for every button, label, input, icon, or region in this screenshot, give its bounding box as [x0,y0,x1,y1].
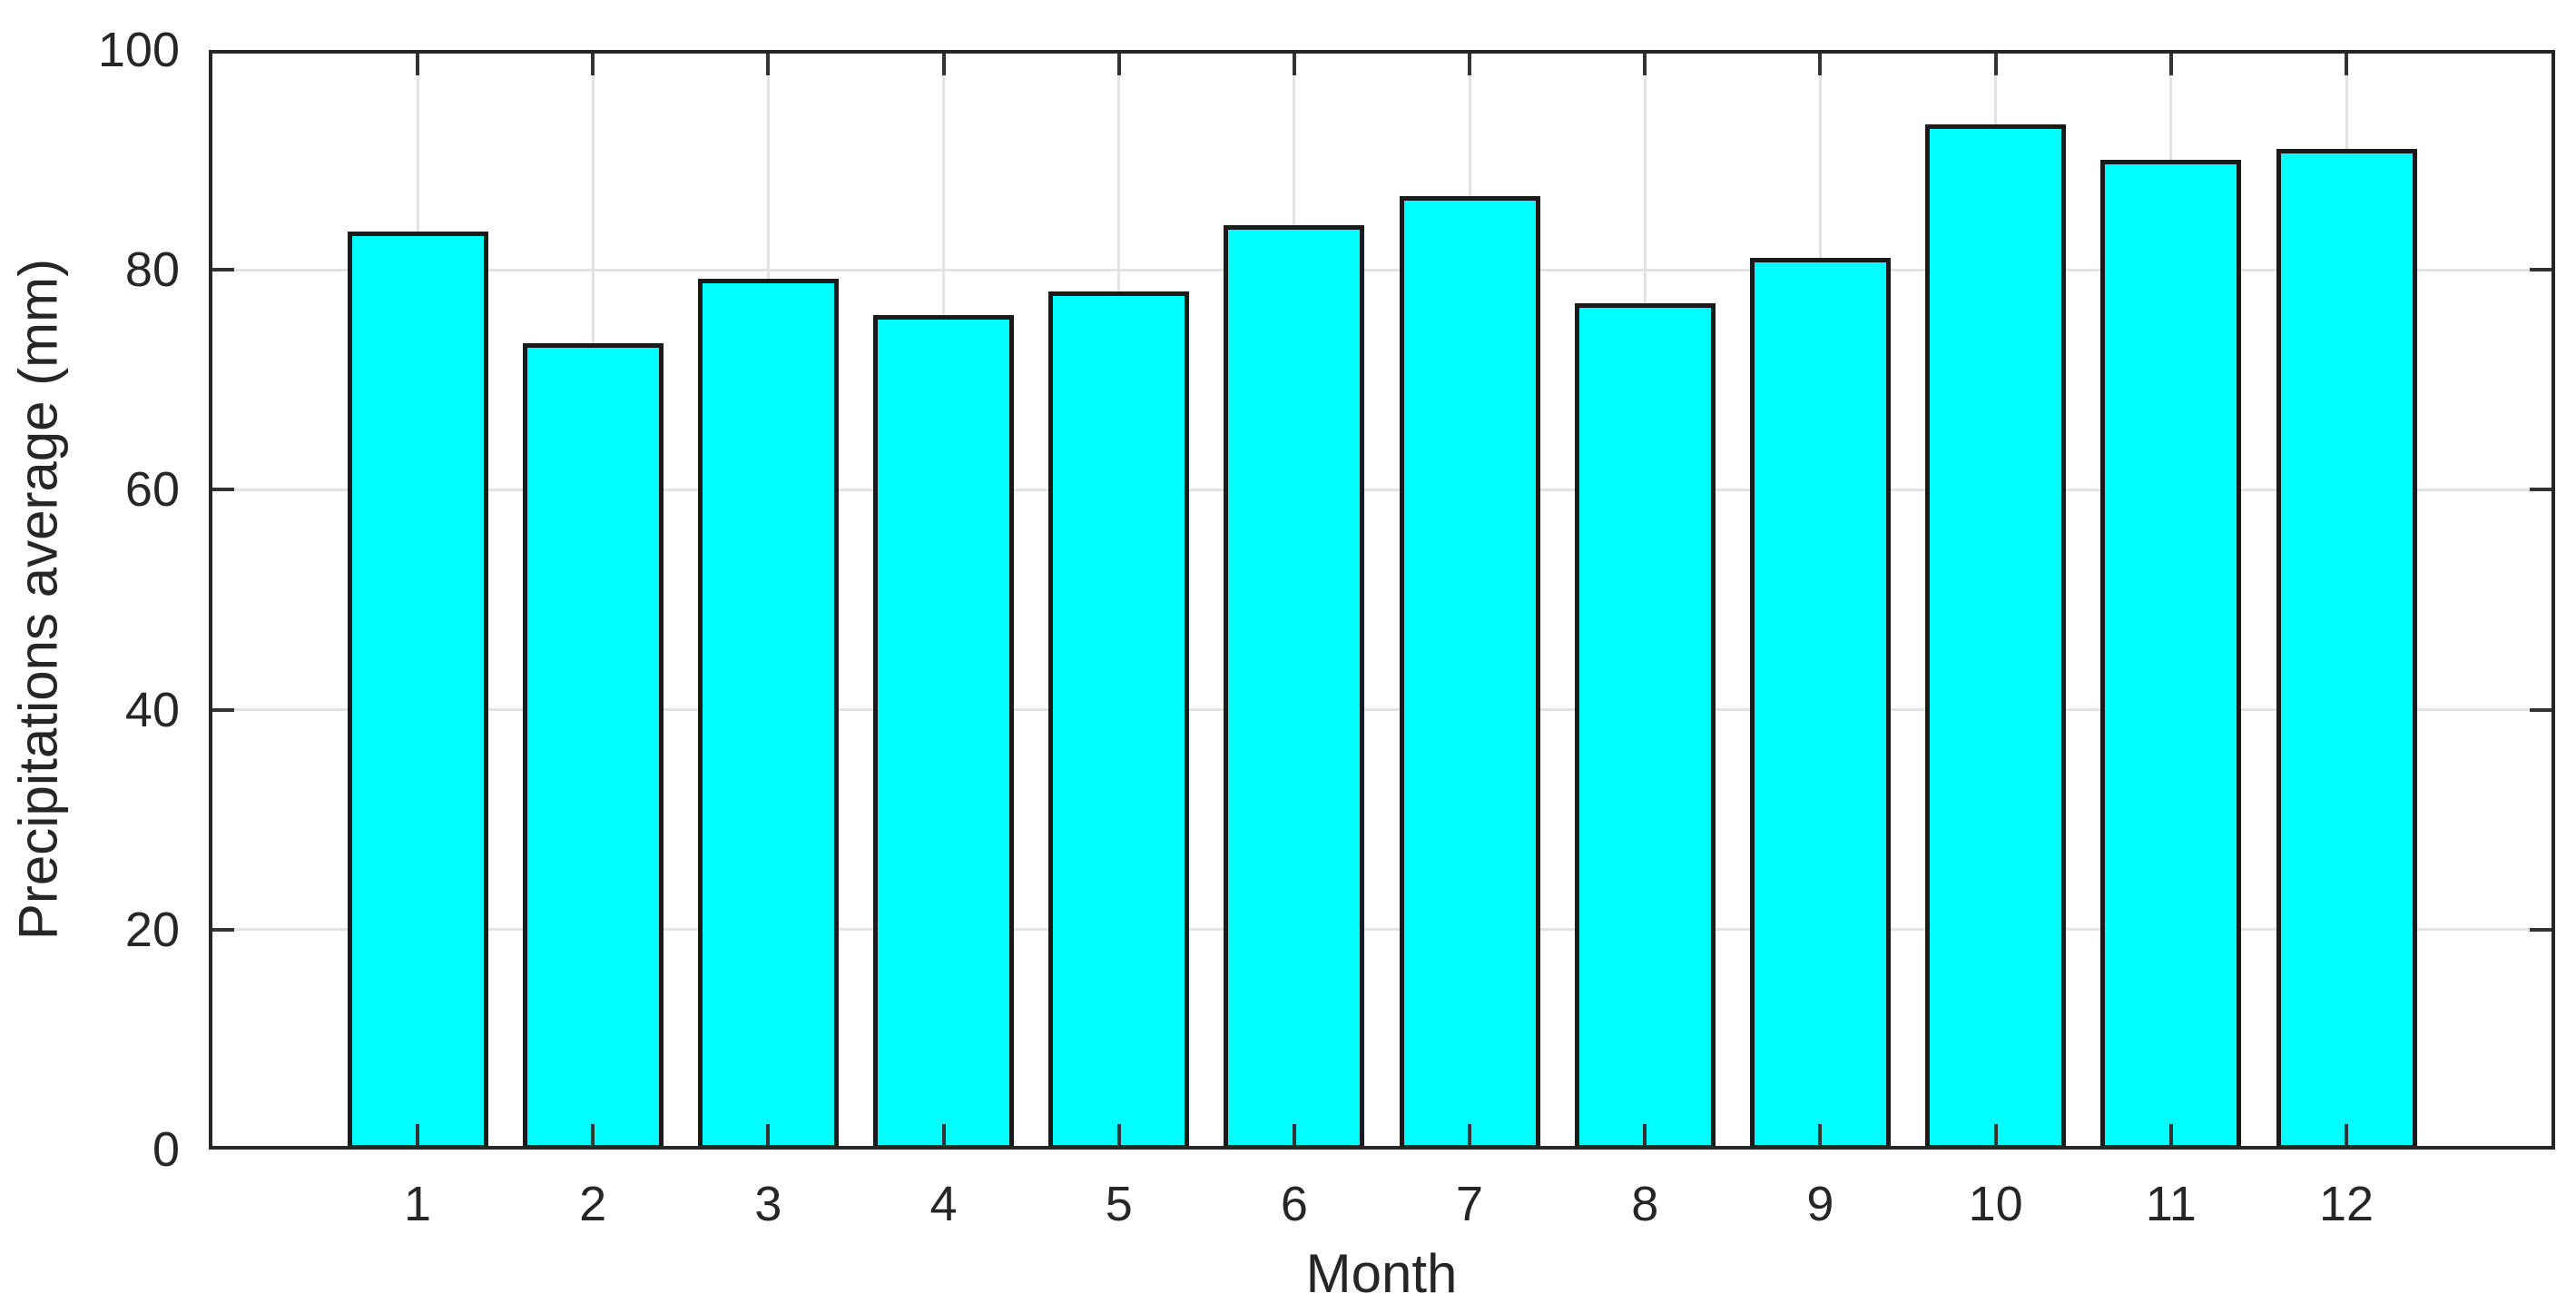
x-tick-bottom-7 [1468,1124,1472,1150]
x-tick-label-1: 1 [403,1177,432,1231]
x-tick-bottom-4 [941,1124,946,1150]
bar-month-6 [1224,224,1365,1150]
y-tick-label-0: 0 [152,1122,180,1177]
bar-month-12 [2276,149,2417,1150]
bar-month-4 [873,314,1015,1150]
x-tick-bottom-10 [1993,1124,1998,1150]
x-tick-top-1 [416,50,419,75]
x-tick-label-11: 11 [2145,1177,2197,1231]
x-tick-top-11 [2168,50,2173,75]
x-tick-top-5 [1116,50,1121,75]
y-tick-left-80 [209,268,234,272]
x-tick-top-7 [1468,50,1472,75]
x-axis-label: Month [1305,1243,1458,1304]
bar-month-5 [1048,291,1190,1150]
bar-month-9 [1749,257,1891,1150]
bar-month-1 [347,231,488,1150]
y-tick-label-80: 80 [124,242,180,298]
y-tick-left-60 [209,488,234,492]
x-tick-bottom-1 [416,1124,419,1150]
x-tick-top-4 [941,50,946,75]
y-tick-label-100: 100 [97,23,180,77]
x-tick-label-8: 8 [1631,1177,1659,1231]
bar-month-3 [697,278,839,1150]
x-tick-bottom-3 [766,1124,771,1150]
x-tick-label-10: 10 [1968,1177,2023,1231]
y-axis-label: Precipitations average (mm) [7,258,69,941]
y-tick-right-60 [2530,488,2555,492]
x-tick-top-10 [1993,50,1998,75]
x-tick-top-8 [1643,50,1647,75]
bar-month-8 [1574,302,1716,1150]
x-tick-bottom-5 [1116,1124,1121,1150]
x-tick-label-9: 9 [1806,1177,1834,1231]
y-tick-label-40: 40 [124,682,180,737]
x-tick-top-6 [1292,50,1296,75]
x-tick-label-7: 7 [1456,1177,1484,1231]
y-tick-right-20 [2530,927,2555,932]
x-tick-bottom-6 [1292,1124,1296,1150]
x-tick-label-6: 6 [1280,1177,1308,1231]
bar-month-2 [522,343,664,1150]
gridline-y-40 [209,708,2555,712]
x-tick-label-4: 4 [929,1177,958,1231]
y-tick-left-40 [209,707,234,712]
y-tick-label-60: 60 [124,462,180,518]
gridline-y-80 [209,268,2555,271]
x-tick-label-3: 3 [754,1177,782,1231]
x-tick-bottom-11 [2168,1124,2173,1150]
x-tick-top-2 [591,50,595,75]
plot-area [209,50,2555,1150]
y-tick-right-80 [2530,268,2555,272]
x-tick-bottom-2 [591,1124,595,1150]
x-tick-label-12: 12 [2318,1177,2374,1231]
y-tick-right-40 [2530,707,2555,712]
bar-month-7 [1399,196,1540,1150]
x-tick-top-3 [766,50,771,75]
x-tick-top-12 [2345,50,2348,75]
bar-month-10 [1925,124,2067,1150]
x-tick-label-2: 2 [579,1177,607,1231]
x-tick-bottom-9 [1818,1124,1823,1150]
x-tick-label-5: 5 [1105,1177,1133,1231]
gridline-y-60 [209,488,2555,491]
bar-month-11 [2100,160,2242,1150]
y-tick-label-20: 20 [124,902,180,957]
gridline-y-20 [209,928,2555,932]
y-tick-left-20 [209,927,234,932]
x-tick-bottom-8 [1643,1124,1647,1150]
x-tick-bottom-12 [2345,1124,2348,1150]
x-tick-top-9 [1818,50,1823,75]
